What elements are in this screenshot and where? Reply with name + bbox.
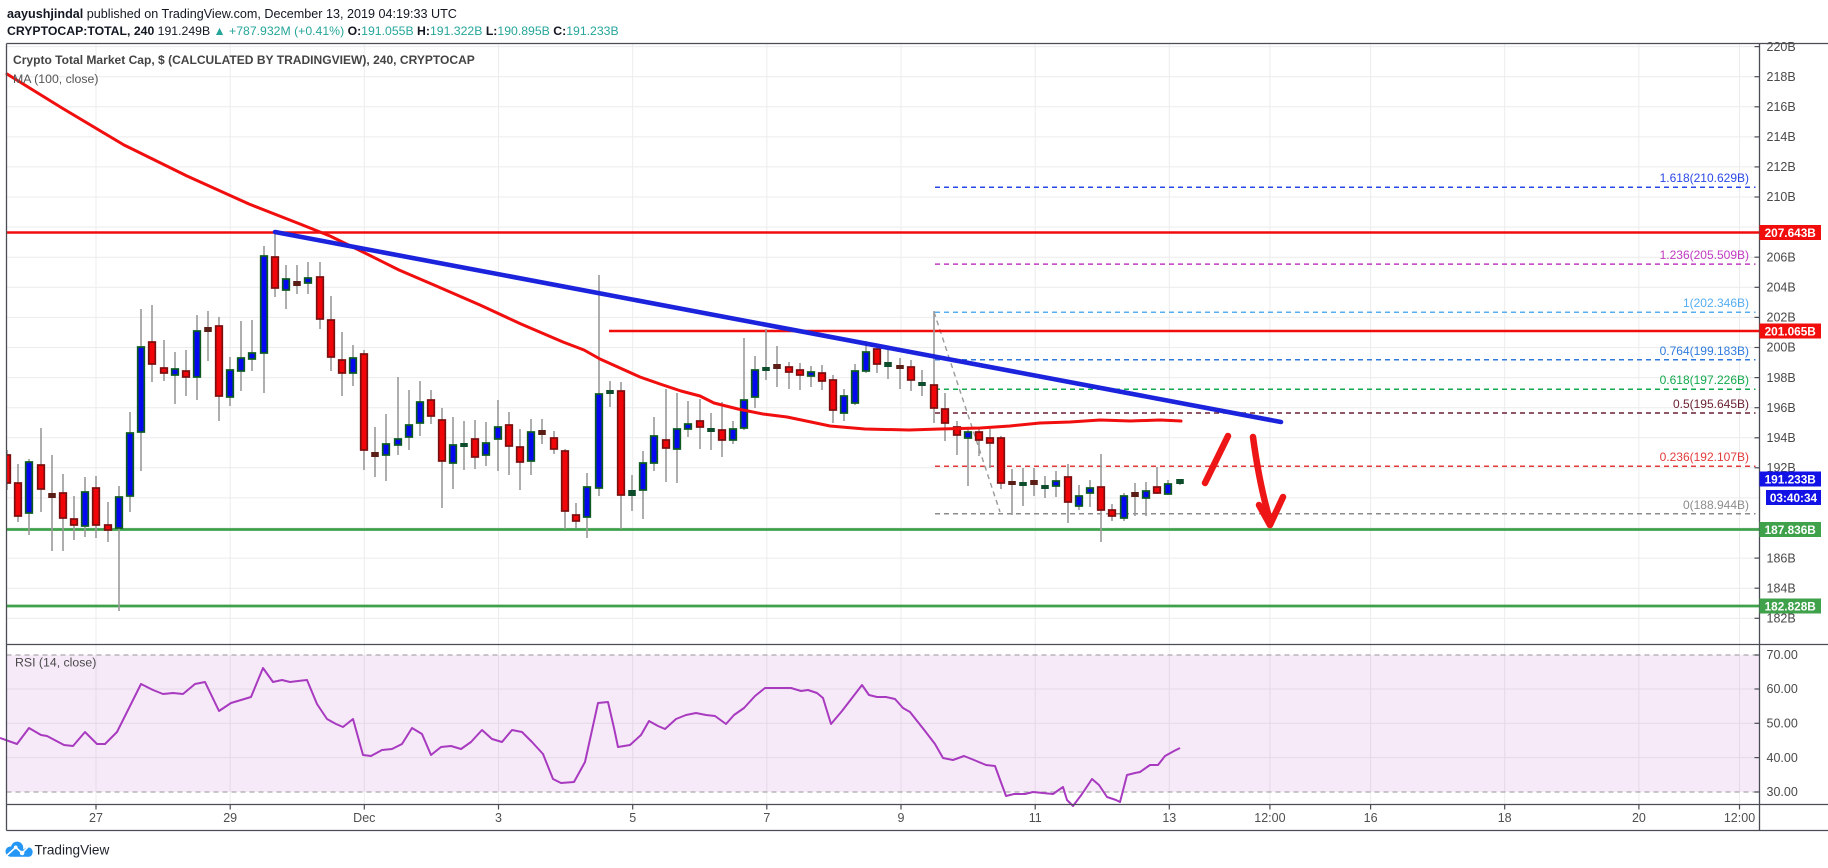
svg-text:16: 16: [1364, 811, 1378, 825]
svg-text:191.233B: 191.233B: [1765, 472, 1816, 486]
svg-text:40.00: 40.00: [1767, 751, 1798, 765]
svg-text:207.643B: 207.643B: [1765, 226, 1816, 240]
svg-text:18: 18: [1498, 811, 1512, 825]
svg-text:CRYPTOCAP:TOTAL, 240 191.249B: CRYPTOCAP:TOTAL, 240 191.249B ▲ +787.932…: [7, 24, 619, 38]
svg-text:TradingView: TradingView: [35, 843, 110, 858]
svg-text:aayushjindal published on Trad: aayushjindal published on TradingView.co…: [7, 7, 457, 21]
svg-text:187.836B: 187.836B: [1765, 523, 1816, 537]
svg-text:182B: 182B: [1767, 612, 1796, 626]
svg-text:0.618(197.226B): 0.618(197.226B): [1660, 373, 1749, 387]
svg-text:0(188.944B): 0(188.944B): [1683, 498, 1749, 512]
svg-text:196B: 196B: [1767, 401, 1796, 415]
svg-text:50.00: 50.00: [1767, 717, 1798, 731]
svg-text:Dec: Dec: [353, 811, 375, 825]
svg-text:182.828B: 182.828B: [1765, 599, 1816, 613]
svg-text:212B: 212B: [1767, 160, 1796, 174]
svg-text:RSI (14, close): RSI (14, close): [15, 656, 96, 670]
svg-text:220B: 220B: [1767, 40, 1796, 54]
svg-text:186B: 186B: [1767, 551, 1796, 565]
svg-text:27: 27: [89, 811, 103, 825]
svg-text:198B: 198B: [1767, 371, 1796, 385]
svg-text:30.00: 30.00: [1767, 785, 1798, 799]
svg-text:70.00: 70.00: [1767, 648, 1798, 662]
svg-text:218B: 218B: [1767, 70, 1796, 84]
svg-text:202B: 202B: [1767, 311, 1796, 325]
svg-text:3: 3: [495, 811, 502, 825]
svg-text:9: 9: [898, 811, 905, 825]
svg-text:7: 7: [763, 811, 770, 825]
svg-text:0.5(195.645B): 0.5(195.645B): [1673, 397, 1749, 411]
svg-text:11: 11: [1029, 811, 1042, 825]
svg-text:60.00: 60.00: [1767, 682, 1798, 696]
svg-text:1.236(205.509B): 1.236(205.509B): [1660, 248, 1749, 262]
svg-text:206B: 206B: [1767, 250, 1796, 264]
svg-text:214B: 214B: [1767, 130, 1796, 144]
svg-text:12:00: 12:00: [1724, 811, 1755, 825]
svg-text:0.236(192.107B): 0.236(192.107B): [1660, 450, 1749, 464]
svg-text:29: 29: [223, 811, 237, 825]
svg-text:216B: 216B: [1767, 100, 1796, 114]
svg-text:12:00: 12:00: [1254, 811, 1285, 825]
svg-text:13: 13: [1162, 811, 1176, 825]
svg-text:5: 5: [629, 811, 636, 825]
svg-text:MA (100, close): MA (100, close): [13, 72, 98, 86]
svg-text:184B: 184B: [1767, 581, 1796, 595]
svg-text:204B: 204B: [1767, 281, 1796, 295]
svg-text:03:40:34: 03:40:34: [1770, 491, 1818, 505]
svg-text:194B: 194B: [1767, 431, 1796, 445]
svg-text:1(202.346B): 1(202.346B): [1683, 296, 1749, 310]
svg-text:210B: 210B: [1767, 190, 1796, 204]
svg-text:0.764(199.183B): 0.764(199.183B): [1660, 344, 1749, 358]
svg-text:201.065B: 201.065B: [1765, 324, 1816, 338]
svg-text:20: 20: [1632, 811, 1646, 825]
svg-text:Crypto Total Market Cap, $ (CA: Crypto Total Market Cap, $ (CALCULATED B…: [13, 53, 475, 67]
svg-text:1.618(210.629B): 1.618(210.629B): [1660, 171, 1749, 185]
svg-text:200B: 200B: [1767, 341, 1796, 355]
